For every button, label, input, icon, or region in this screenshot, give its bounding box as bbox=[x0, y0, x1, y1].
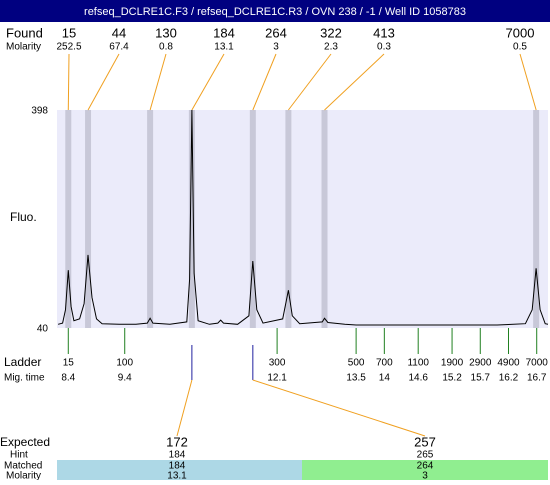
matched-band-1 bbox=[57, 460, 302, 480]
found-connector bbox=[149, 53, 167, 111]
found-band bbox=[188, 110, 195, 328]
expected-connector bbox=[176, 379, 193, 437]
found-band bbox=[285, 110, 292, 328]
ladder-time: 14 bbox=[379, 373, 391, 384]
found-molarity: 3 bbox=[273, 42, 279, 53]
hint-value: 184 bbox=[169, 450, 186, 461]
found-molarity: 252.5 bbox=[56, 42, 81, 53]
title: refseq_DCLRE1C.F3 / refseq_DCLRE1C.R3 / … bbox=[84, 6, 466, 18]
found-size: 7000 bbox=[506, 25, 535, 40]
molarity-label: Molarity bbox=[6, 471, 41, 480]
found-molarity-label: Molarity bbox=[6, 42, 41, 53]
found-molarity: 0.3 bbox=[377, 42, 391, 53]
ladder-time: 16.2 bbox=[499, 373, 519, 384]
found-size: 413 bbox=[373, 25, 395, 40]
hint-value: 265 bbox=[417, 450, 434, 461]
matched-molarity: 3 bbox=[422, 471, 428, 480]
ladder-size: 300 bbox=[269, 358, 286, 369]
ladder-time: 8.4 bbox=[61, 373, 75, 384]
found-molarity: 2.3 bbox=[324, 42, 338, 53]
ladder-size: 500 bbox=[348, 358, 365, 369]
found-size: 44 bbox=[112, 25, 126, 40]
found-size: 264 bbox=[265, 25, 287, 40]
found-molarity: 0.5 bbox=[513, 42, 527, 53]
expected-value: 172 bbox=[166, 434, 188, 449]
ladder-time: 14.6 bbox=[408, 373, 428, 384]
ladder-size: 4900 bbox=[497, 358, 520, 369]
found-connector bbox=[324, 53, 385, 111]
ladder-time: 15.2 bbox=[442, 373, 462, 384]
ladder-size: 2900 bbox=[469, 358, 492, 369]
expected-value: 257 bbox=[414, 434, 436, 449]
found-molarity: 67.4 bbox=[109, 42, 129, 53]
y-tick-label: 40 bbox=[37, 324, 49, 335]
matched-band-2 bbox=[302, 460, 548, 480]
found-connector bbox=[191, 53, 225, 111]
found-band bbox=[65, 110, 72, 328]
found-label: Found bbox=[6, 25, 43, 40]
ladder-time: 9.4 bbox=[118, 373, 132, 384]
y-axis-label: Fluo. bbox=[10, 210, 37, 224]
found-size: 322 bbox=[320, 25, 342, 40]
found-band bbox=[249, 110, 256, 328]
found-connector bbox=[67, 53, 70, 111]
hint-label: Hint bbox=[10, 450, 28, 461]
mig-time-label: Mig. time bbox=[4, 373, 45, 384]
found-connector bbox=[287, 53, 332, 111]
found-connector bbox=[252, 53, 277, 111]
matched-molarity: 13.1 bbox=[167, 471, 187, 480]
found-band bbox=[321, 110, 328, 328]
found-molarity: 13.1 bbox=[214, 42, 234, 53]
ladder-size: 100 bbox=[116, 358, 133, 369]
trace bbox=[57, 109, 549, 326]
expected-connector bbox=[252, 379, 426, 437]
found-size: 184 bbox=[213, 25, 235, 40]
expected-label: Expected bbox=[0, 435, 50, 449]
found-band bbox=[147, 110, 154, 328]
ladder-size: 700 bbox=[376, 358, 393, 369]
found-band bbox=[533, 110, 540, 328]
found-connector bbox=[519, 53, 537, 111]
ladder-time: 13.5 bbox=[346, 373, 366, 384]
ladder-size: 15 bbox=[63, 358, 75, 369]
title-bar bbox=[0, 0, 550, 22]
found-molarity: 0.8 bbox=[159, 42, 173, 53]
found-connector bbox=[87, 53, 120, 111]
ladder-time: 12.1 bbox=[267, 373, 287, 384]
ladder-time: 15.7 bbox=[471, 373, 491, 384]
matched-value: 184 bbox=[169, 461, 186, 472]
ladder-size: 7000 bbox=[526, 358, 549, 369]
ladder-label: Ladder bbox=[4, 355, 41, 369]
plot-area bbox=[57, 110, 548, 328]
ladder-size: 1100 bbox=[407, 358, 429, 369]
matched-label: Matched bbox=[4, 461, 42, 472]
matched-value: 264 bbox=[417, 461, 434, 472]
found-size: 130 bbox=[155, 25, 177, 40]
y-tick-label: 398 bbox=[31, 106, 48, 117]
found-size: 15 bbox=[62, 25, 76, 40]
ladder-size: 1900 bbox=[441, 358, 464, 369]
found-band bbox=[85, 110, 92, 328]
ladder-time: 16.7 bbox=[527, 373, 547, 384]
